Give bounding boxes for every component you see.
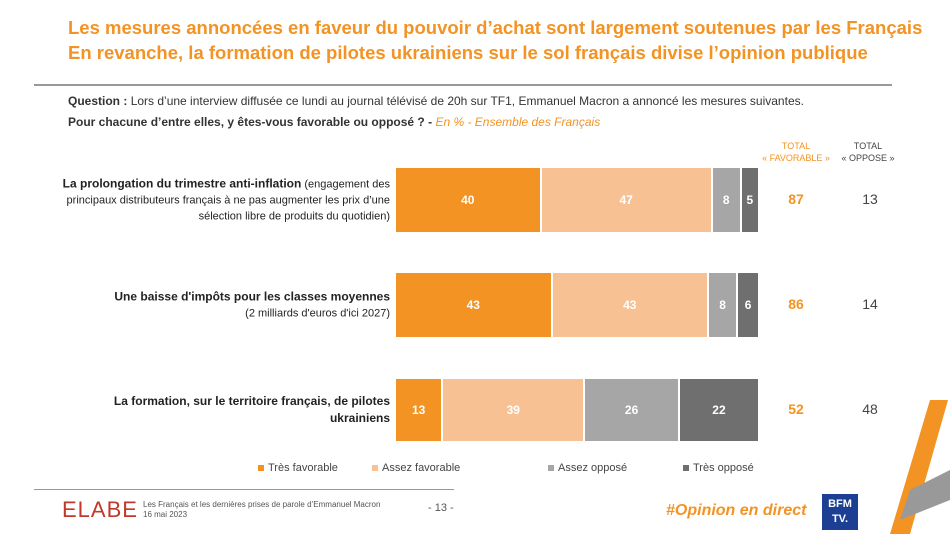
bar-segment-assez-opposé: 8	[709, 273, 739, 337]
bar-segment-très-opposé: 6	[738, 273, 760, 337]
page-number: - 13 -	[428, 502, 454, 514]
legend-label: Assez favorable	[382, 462, 461, 474]
data-label: 43	[623, 298, 637, 312]
data-label: 8	[719, 298, 726, 312]
total-oppose: 14	[862, 296, 878, 312]
legend-swatch	[258, 465, 264, 471]
title-line-2: En revanche, la formation de pilotes ukr…	[68, 42, 868, 63]
category-detail: (2 milliards d'euros d'ici 2027)	[245, 307, 390, 320]
total-favorable: 52	[788, 401, 804, 417]
legend-swatch	[548, 465, 554, 471]
data-label: 8	[722, 193, 730, 207]
question-text: Lors d’une interview diffusée ce lundi a…	[130, 94, 804, 108]
total-favorable: 87	[788, 191, 804, 207]
legend-swatch	[683, 465, 689, 471]
bar-segment-assez-favorable: 39	[443, 379, 586, 441]
footer-divider	[34, 489, 454, 490]
hashtag: #Opinion en direct	[666, 502, 807, 519]
divider	[34, 84, 892, 86]
slide-title: Les mesures annoncées en faveur du pouvo…	[68, 15, 922, 65]
data-label: 6	[744, 298, 752, 312]
bar-segment-assez-opposé: 26	[585, 379, 680, 441]
legend-label: Très opposé	[693, 462, 754, 474]
legend-item: Assez favorable	[372, 462, 460, 474]
bar-segment-assez-opposé: 8	[712, 168, 742, 232]
category-label: La formation, sur le territoire français…	[60, 393, 390, 427]
category-title: La prolongation du trimestre anti-inflat…	[62, 176, 302, 191]
bar-segment-très-opposé: 5	[741, 168, 760, 232]
total-favorable-header: TOTAL « FAVORABLE »	[756, 140, 836, 164]
total-favorable: 86	[788, 296, 804, 312]
category-label: La prolongation du trimestre anti-inflat…	[60, 176, 390, 225]
bfm-text: BFM TV.	[828, 498, 852, 525]
elabe-logo: ELABE	[62, 497, 138, 522]
legend-item: Très opposé	[683, 462, 754, 474]
header-text: « FAVORABLE »	[762, 153, 830, 163]
bar-segment-très-favorable: 13	[396, 379, 444, 441]
bfm-logo: BFM TV.	[822, 494, 858, 530]
total-oppose-header: TOTAL « OPPOSE »	[828, 140, 908, 164]
bar-segment-assez-favorable: 43	[552, 273, 710, 337]
category-label: Une baisse d'impôts pour les classes moy…	[60, 289, 390, 322]
legend-item: Assez opposé	[548, 462, 627, 474]
total-oppose: 13	[862, 191, 878, 207]
legend-swatch	[372, 465, 378, 471]
study-date: 16 mai 2023	[143, 510, 188, 519]
total-oppose: 48	[862, 401, 878, 417]
decorative-a-shape	[890, 400, 950, 534]
data-label: 43	[466, 298, 480, 312]
bar-segment-assez-favorable: 47	[541, 168, 713, 232]
footer-study: Les Français et les dernières prises de …	[143, 500, 380, 520]
data-label: 40	[461, 193, 475, 207]
data-label: 22	[712, 403, 726, 417]
bar-segment-très-opposé: 22	[679, 379, 760, 441]
study-name: Les Français et les dernières prises de …	[143, 500, 381, 509]
header-text: « OPPOSE »	[841, 153, 895, 163]
category-title: Une baisse d'impôts pour les classes moy…	[114, 289, 390, 304]
data-label: 39	[506, 403, 520, 417]
category-detail: (engagement des principaux distributeurs…	[66, 178, 390, 223]
data-label: 26	[624, 403, 639, 417]
legend-label: Très favorable	[268, 462, 338, 474]
header-text: TOTAL	[853, 141, 883, 151]
question-label: Question :	[68, 94, 128, 108]
data-label: 13	[411, 403, 426, 417]
question: Question : Lors d’une interview diffusée…	[68, 91, 804, 133]
legend-item: Très favorable	[258, 462, 338, 474]
question-line2: Pour chacune d’entre elles, y êtes-vous …	[68, 115, 433, 129]
legend-label: Assez opposé	[558, 462, 628, 474]
data-label: 5	[746, 193, 754, 207]
title-line-1: Les mesures annoncées en faveur du pouvo…	[68, 17, 923, 38]
bar-segment-très-favorable: 43	[396, 273, 553, 337]
bar-segment-très-favorable: 40	[396, 168, 542, 232]
category-title: La formation, sur le territoire français…	[113, 394, 390, 425]
question-note: En % - Ensemble des Français	[435, 115, 601, 129]
data-label: 47	[619, 193, 633, 207]
header-text: TOTAL	[781, 141, 811, 151]
